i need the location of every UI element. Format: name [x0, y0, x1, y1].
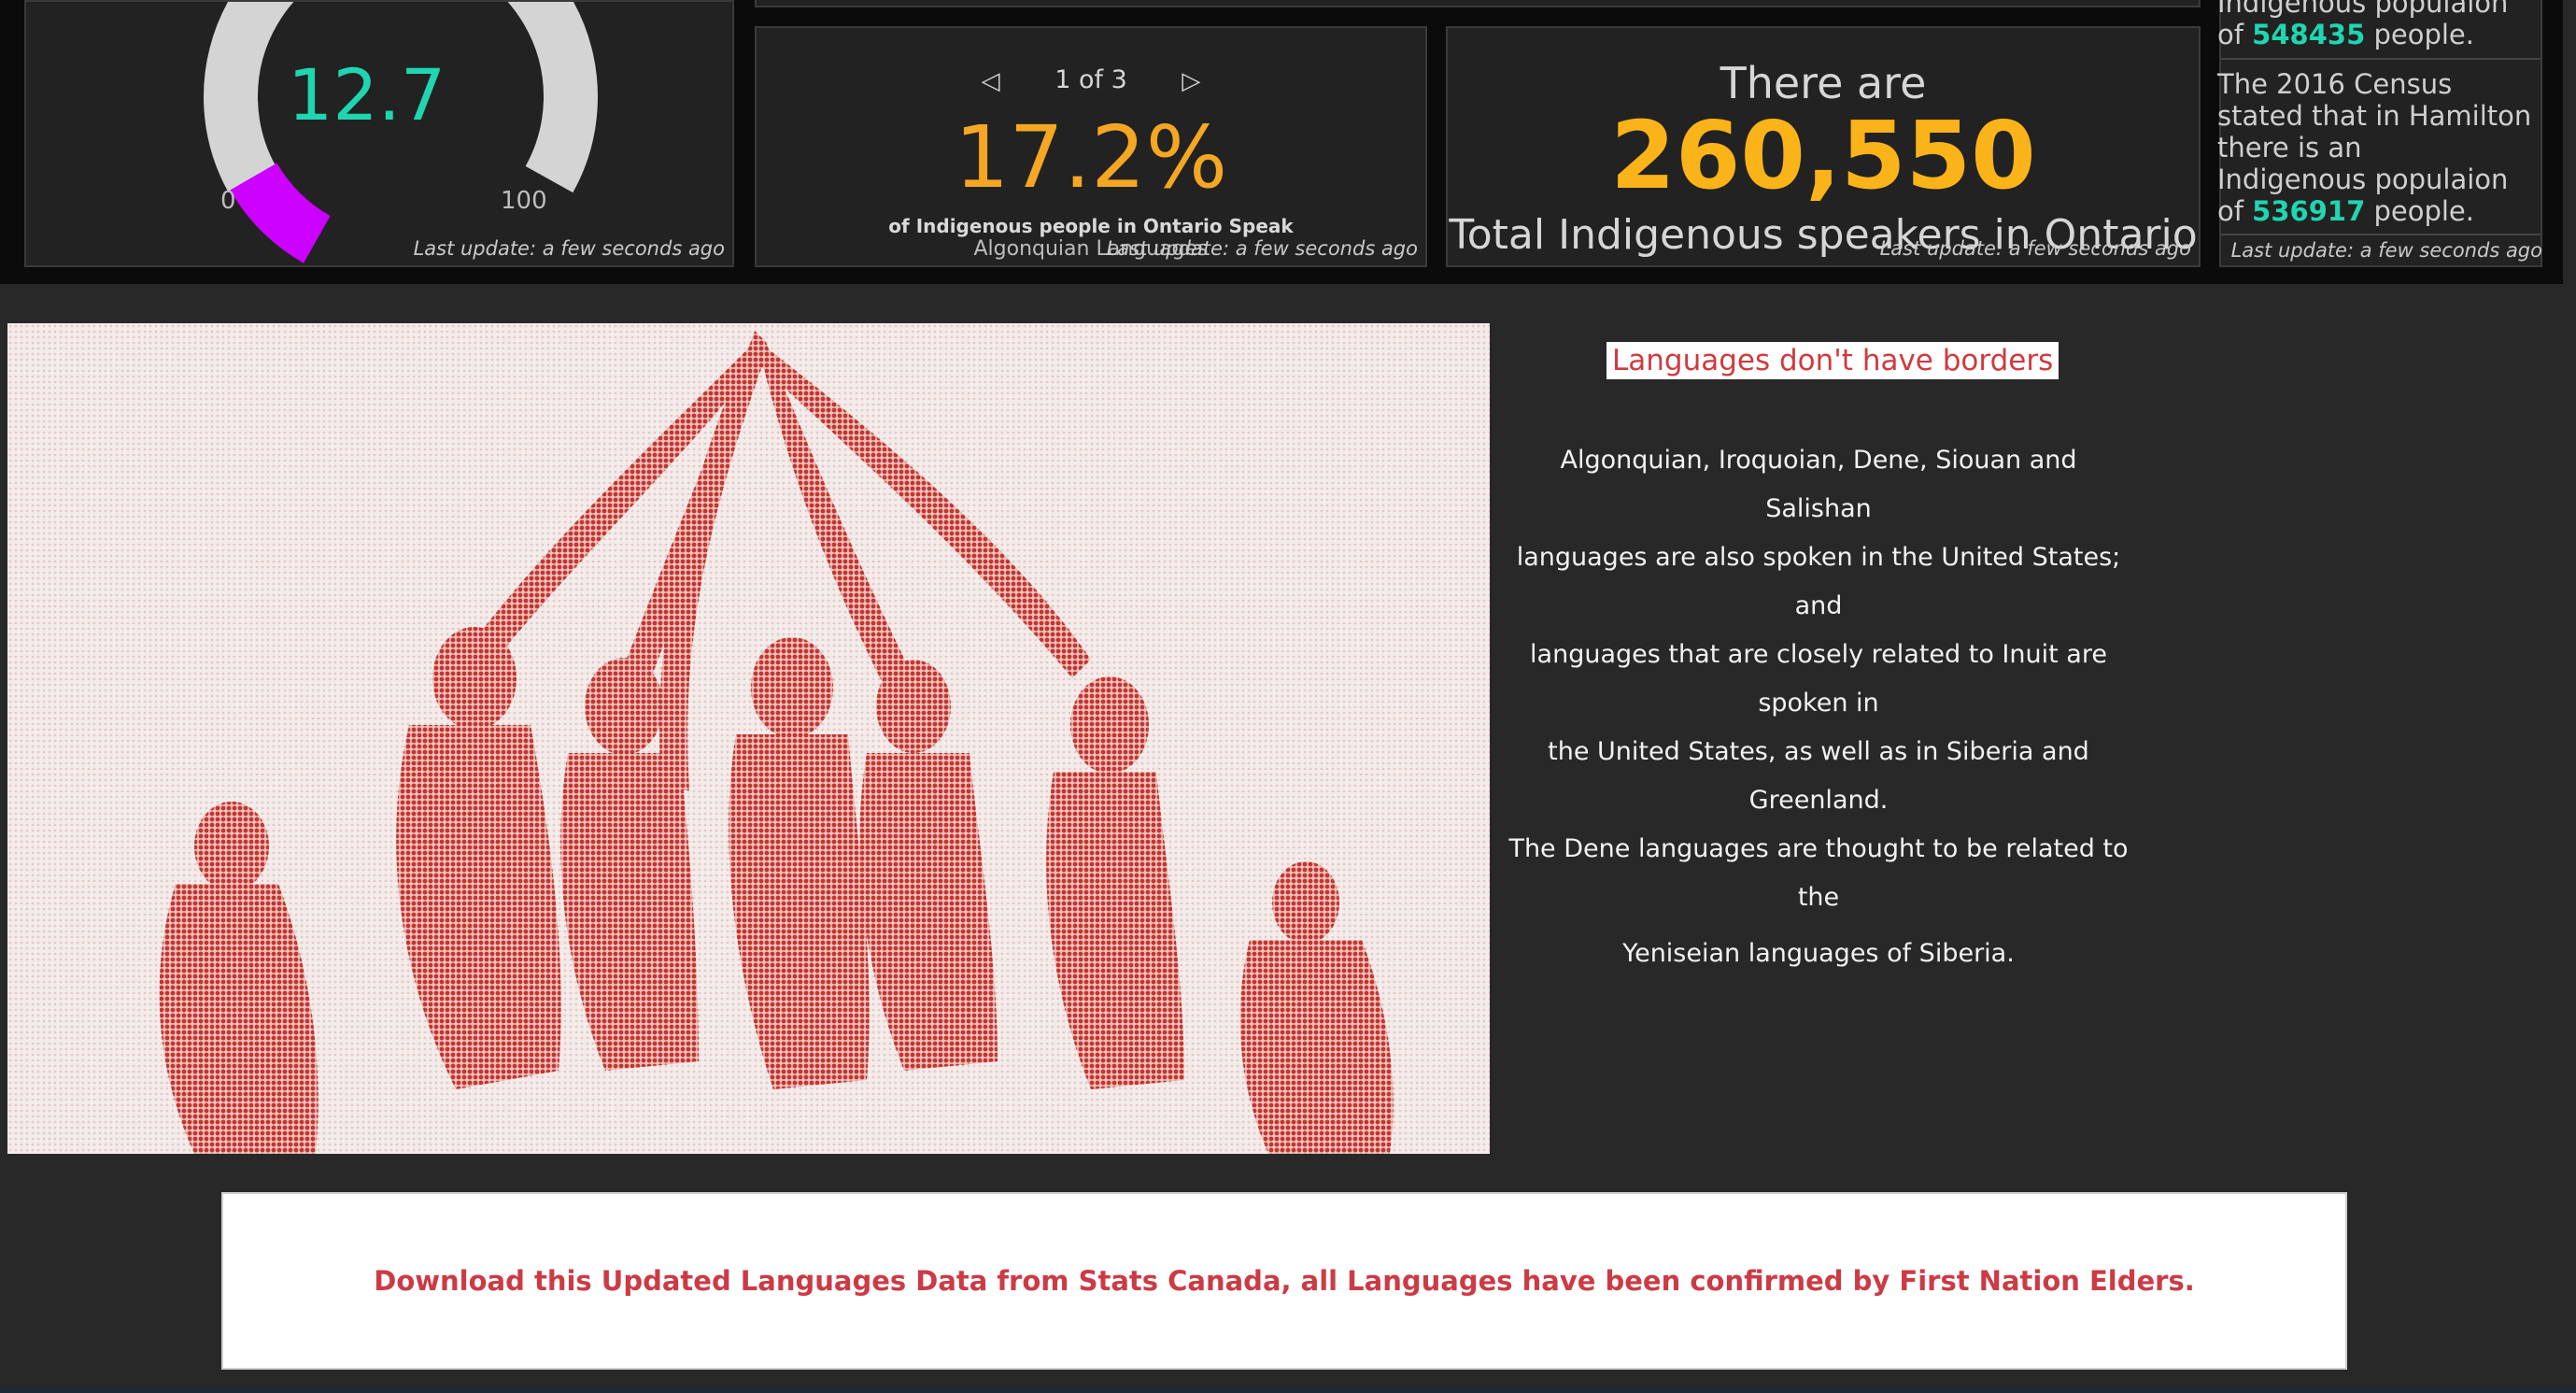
dancers-image	[7, 323, 1490, 1154]
census-list-panel	[2219, 0, 2542, 267]
gauge-max-label: 100	[501, 187, 547, 215]
gauge-chart	[204, 2, 598, 263]
census-divider	[2221, 234, 2541, 235]
census-of-text: of	[2217, 19, 2243, 50]
pager-text: 1 of 3	[1054, 65, 1127, 94]
download-link[interactable]: Download this Updated Languages Data fro…	[374, 1265, 2195, 1297]
census-item-line: The 2016 Census	[2217, 68, 2453, 100]
census-number: 548435	[2252, 19, 2366, 50]
article-line: languages that are closely related to In…	[1530, 640, 2107, 718]
gauge-panel: 12.7 0 100 Last update: a few seconds ag…	[24, 0, 734, 267]
article-heading: Languages don't have borders	[1606, 342, 2059, 379]
chevron-right-icon[interactable]: ▷	[1182, 66, 1201, 95]
percent-description: of Indigenous people in Ontario Speak	[888, 215, 1294, 237]
census-item-line: Indigenous populaion	[2217, 0, 2509, 19]
last-update-text: Last update: a few seconds ago	[2230, 239, 2542, 262]
census-item-line: of 536917 people.	[2217, 195, 2540, 227]
percent-indicator-panel: ◁ 1 of 3 ▷ 17.2% of Indigenous people in…	[755, 26, 1427, 267]
download-banner: Download this Updated Languages Data fro…	[221, 1192, 2347, 1370]
pager: ◁ 1 of 3 ▷	[757, 65, 1425, 95]
article-body: Algonquian, Iroquoian, Dene, Siouan and …	[1506, 436, 2131, 978]
census-number: 536917	[2252, 195, 2366, 227]
gauge-min-label: 0	[220, 187, 236, 215]
census-divider	[2221, 58, 2541, 60]
article-line: the United States, as well as in Siberia…	[1548, 737, 2089, 815]
article-line: languages are also spoken in the United …	[1516, 543, 2121, 620]
top-strip-panel	[755, 0, 2201, 7]
percent-value: 17.2%	[954, 107, 1228, 207]
census-of-text: of	[2217, 195, 2243, 227]
census-item-line: stated that in Hamilton	[2217, 100, 2532, 132]
gauge-value: 12.7	[288, 53, 446, 136]
last-update-text: Last update: a few seconds ago	[1879, 237, 2191, 260]
census-suffix: people.	[2373, 195, 2474, 227]
total-indicator-panel: There are 260,550 Total Indigenous speak…	[1446, 26, 2201, 267]
total-label: Total Indigenous speakers in Ontario	[1449, 211, 2198, 259]
census-list-item[interactable]: The 2016 Census stated that in Hamilton …	[2217, 68, 2540, 227]
last-update-text: Last update: a few seconds ago	[1106, 237, 1418, 260]
article-line: Yeniseian languages of Siberia.	[1622, 939, 2015, 968]
census-item-line: of 548435 people.	[2217, 19, 2540, 50]
census-item-line: Indigenous populaion	[2217, 163, 2509, 195]
article-line: Algonquian, Iroquoian, Dene, Siouan and …	[1560, 446, 2077, 523]
percent-subtitle: Algonquian Languages	[973, 237, 1209, 261]
total-value: 260,550	[1610, 101, 2036, 210]
census-item-line: there is an	[2217, 132, 2362, 163]
article-line: The Dene languages are thought to be rel…	[1508, 834, 2129, 912]
dancers-illustration	[7, 323, 1490, 1154]
census-list-item[interactable]: Indigenous populaion of 548435 people.	[2217, 0, 2540, 50]
last-update-text: Last update: a few seconds ago	[413, 237, 725, 260]
total-prefix: There are	[1720, 58, 1927, 108]
chevron-left-icon[interactable]: ◁	[981, 66, 1000, 95]
gauge-fill	[230, 162, 332, 263]
gauge-track	[204, 2, 598, 193]
bottom-edge	[0, 1387, 2576, 1393]
census-suffix: people.	[2373, 19, 2474, 50]
